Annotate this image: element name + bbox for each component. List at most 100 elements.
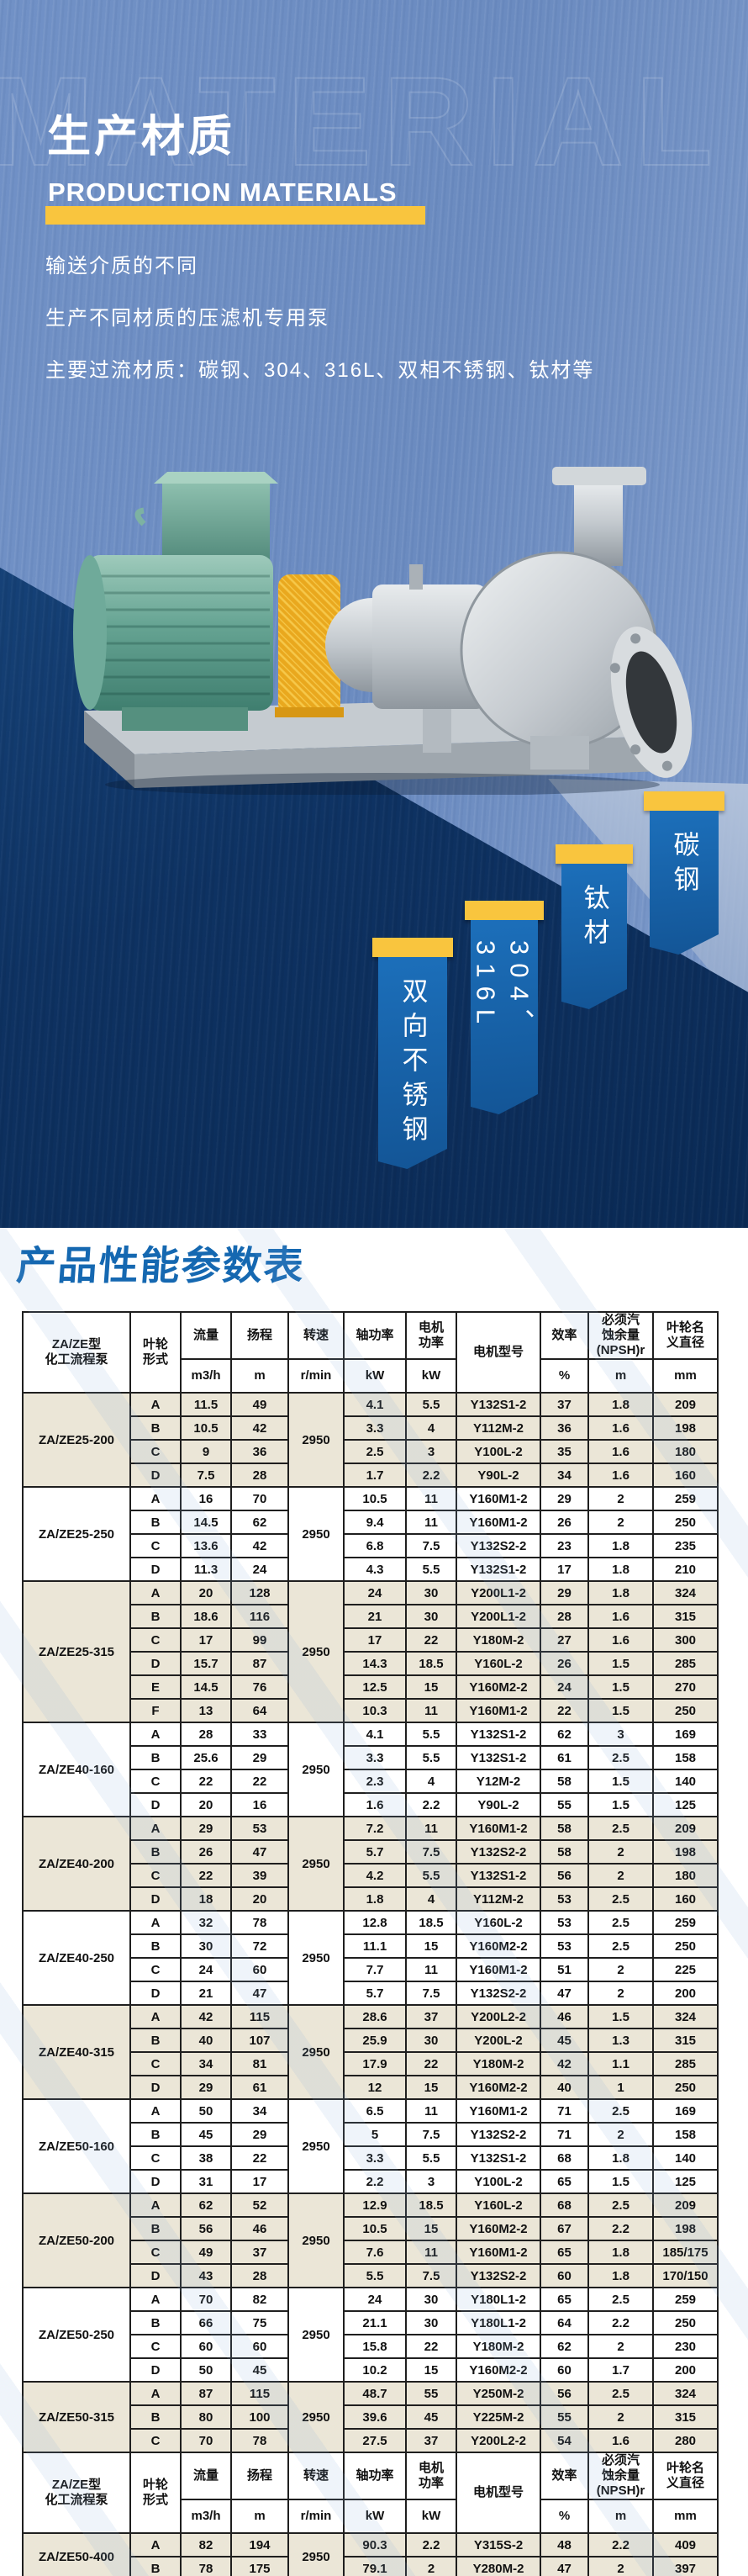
table-cell: 65 xyxy=(540,2169,589,2194)
table-cell: 5.5 xyxy=(405,1863,457,1888)
ribbon-label: 304、316L xyxy=(471,940,535,1044)
table-cell: B xyxy=(129,1604,182,1629)
table-cell: 29 xyxy=(230,2122,289,2147)
table-cell: 1.5 xyxy=(587,2169,654,2194)
table-cell: Y90L-2 xyxy=(456,1463,541,1488)
table-cell: 18.5 xyxy=(405,1651,457,1676)
table-cell: B xyxy=(129,1415,182,1441)
table-cell: 315 xyxy=(652,2404,719,2430)
table-cell: 13.6 xyxy=(180,1533,232,1558)
table-cell: 36 xyxy=(230,1439,289,1464)
table-row: D 7.5 28 1.7 2.2 Y90L-2 34 1.6 160 xyxy=(23,1463,719,1488)
table-cell: 14.5 xyxy=(180,1510,232,1535)
table-cell: 2.2 xyxy=(587,2310,654,2335)
table-cell: 1.8 xyxy=(587,1392,654,1417)
table-unit-cell: m3/h xyxy=(180,2499,232,2534)
table-cell: 11 xyxy=(405,1816,457,1841)
ribbon-body: 钛材 xyxy=(561,864,627,1009)
table-cell: 22 xyxy=(540,1698,589,1723)
table-cell: 3 xyxy=(405,2169,457,2194)
table-header-cell: 叶轮名 义直径 xyxy=(652,1311,719,1360)
table-row: C 70 78 27.5 37 Y200L2-2 54 1.6 280 xyxy=(23,2428,719,2453)
table-cell: 280 xyxy=(652,2428,719,2453)
table-row: F 13 64 10.3 11 Y160M1-2 22 1.5 250 xyxy=(23,1698,719,1723)
table-cell: 49 xyxy=(230,1392,289,1417)
pump-model-cell: ZA/ZE25-200 xyxy=(22,1392,131,1488)
table-cell: 315 xyxy=(652,1604,719,1629)
table-cell: 24 xyxy=(343,1580,407,1605)
table-cell: 210 xyxy=(652,1557,719,1582)
table-cell: 2.5 xyxy=(587,1745,654,1770)
table-cell: 1.5 xyxy=(587,2004,654,2029)
table-cell: 22 xyxy=(230,2145,289,2171)
table-cell: A xyxy=(129,1486,182,1511)
table-cell: Y132S1-2 xyxy=(456,1863,541,1888)
table-cell: 53 xyxy=(540,1910,589,1935)
table-cell: 30 xyxy=(405,1604,457,1629)
table-cell: 64 xyxy=(230,1698,289,1723)
table-cell: 160 xyxy=(652,1463,719,1488)
table-cell: B xyxy=(129,2028,182,2053)
table-cell: 2.2 xyxy=(405,1463,457,1488)
table-cell: 259 xyxy=(652,1910,719,1935)
table-cell: 22 xyxy=(180,1769,232,1794)
table-cell: 72 xyxy=(230,1933,289,1959)
table-cell: Y160M2-2 xyxy=(456,2216,541,2241)
table-cell: 270 xyxy=(652,1674,719,1700)
table-cell: 7.7 xyxy=(343,1957,407,1982)
parameters-section: 产品性能参数表 ZA/ZE型 化工流程泵 叶轮 形式 流量 扬程 转速 轴功率 电机 功率电… xyxy=(0,1228,748,2576)
table-cell: 24 xyxy=(343,2287,407,2312)
table-cell: D xyxy=(129,1981,182,2006)
table-cell: A xyxy=(129,2381,182,2406)
table-cell: 15.8 xyxy=(343,2334,407,2359)
table-cell: 52 xyxy=(230,2193,289,2218)
table-cell: 61 xyxy=(230,2075,289,2100)
table-cell: 58 xyxy=(540,1816,589,1841)
table-cell: Y160L-2 xyxy=(456,1910,541,1935)
table-row: C 24 60 7.7 11 Y160M1-2 51 2 225 xyxy=(23,1957,719,1982)
table-cell: 87 xyxy=(230,1651,289,1676)
table-cell: 1.6 xyxy=(587,1604,654,1629)
table-cell: 22 xyxy=(230,1769,289,1794)
table-cell: 55 xyxy=(540,2404,589,2430)
table-cell: 34 xyxy=(180,2051,232,2076)
table-cell: C xyxy=(129,2051,182,2076)
table-cell: 30 xyxy=(405,2287,457,2312)
table-unit-cell: mm xyxy=(652,2499,719,2534)
table-cell: Y160M1-2 xyxy=(456,1486,541,1511)
table-cell: 70 xyxy=(180,2287,232,2312)
table-cell: 99 xyxy=(230,1627,289,1653)
table-cell: 2.2 xyxy=(405,2532,457,2557)
table-cell: 324 xyxy=(652,1580,719,1605)
speed-cell: 2950 xyxy=(287,1722,345,1817)
table-cell: 62 xyxy=(540,2334,589,2359)
table-cell: 26 xyxy=(540,1510,589,1535)
table-cell: Y112M-2 xyxy=(456,1886,541,1912)
table-cell: Y160M1-2 xyxy=(456,1816,541,1841)
table-cell: Y160M2-2 xyxy=(456,1933,541,1959)
table-cell: Y200L1-2 xyxy=(456,1580,541,1605)
ribbon-carbon-steel: 碳钢 xyxy=(644,791,724,955)
table-cell: 2.5 xyxy=(587,2381,654,2406)
table-header-cell: 叶轮 形式 xyxy=(129,1311,182,1394)
table-cell: 53 xyxy=(230,1816,289,1841)
table-cell: 50 xyxy=(180,2357,232,2383)
table-cell: B xyxy=(129,1839,182,1865)
table-cell: 26 xyxy=(180,1839,232,1865)
table-cell: Y100L-2 xyxy=(456,2169,541,2194)
table-unit-cell: % xyxy=(540,1358,589,1394)
ribbon-label: 碳钢 xyxy=(669,831,699,900)
table-cell: 5.7 xyxy=(343,1981,407,2006)
table-cell: C xyxy=(129,1627,182,1653)
table-cell: 5.5 xyxy=(405,1557,457,1582)
table-cell: 81 xyxy=(230,2051,289,2076)
table-cell: A xyxy=(129,2193,182,2218)
table-header-cell: 必须汽 蚀余量 (NPSH)r xyxy=(587,2452,654,2500)
table-cell: 200 xyxy=(652,2357,719,2383)
table-cell: 7.5 xyxy=(180,1463,232,1488)
table-cell: 36 xyxy=(540,1415,589,1441)
table-cell: 20 xyxy=(180,1580,232,1605)
table-cell: 30 xyxy=(405,2028,457,2053)
table-cell: C xyxy=(129,1769,182,1794)
table-unit-cell: r/min xyxy=(287,1358,345,1394)
